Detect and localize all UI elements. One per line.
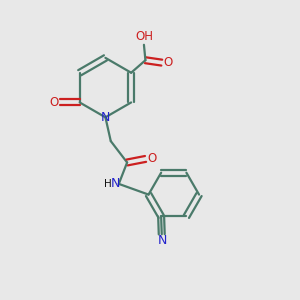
Text: O: O: [164, 56, 173, 69]
Text: O: O: [148, 152, 157, 165]
Text: H: H: [103, 179, 111, 189]
Text: O: O: [49, 96, 58, 109]
Text: OH: OH: [135, 30, 153, 43]
Text: N: N: [158, 234, 167, 247]
Text: N: N: [111, 177, 121, 190]
Text: N: N: [101, 111, 110, 124]
